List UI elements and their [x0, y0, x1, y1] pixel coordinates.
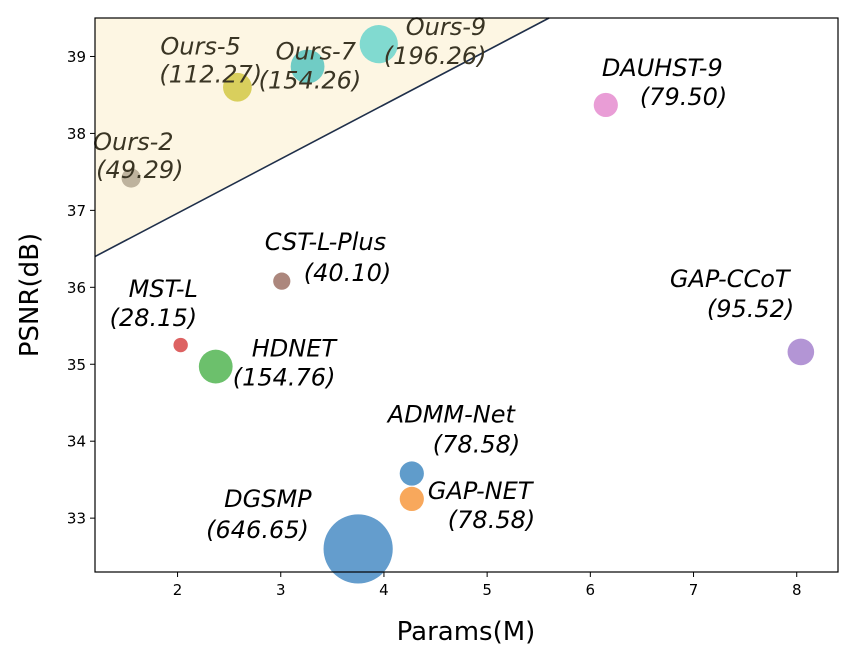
frontier-line: [94, 17, 550, 258]
y-tick-label: 39: [67, 48, 86, 66]
point-gflops-label: (95.52): [707, 295, 794, 323]
x-axis-title: Params(M): [397, 617, 536, 647]
point-gflops-label: (154.76): [233, 364, 336, 392]
point-name-label: Ours-5: [160, 32, 240, 60]
point-name-label: Ours-7: [276, 37, 357, 65]
plot-frame: [94, 17, 839, 573]
point-cst-l-plus: [273, 272, 291, 290]
point-gap-ccot: [787, 338, 815, 366]
point-dauhst-9: [593, 92, 618, 118]
point-name-label: DAUHST-9: [602, 54, 723, 82]
point-name-label: MST-L: [129, 275, 198, 303]
point-labels-layer: Ours-2(49.29) Ours-5(112.27) Ours-7(154.26…: [93, 13, 794, 544]
point-gflops-label: (78.58): [448, 506, 535, 534]
point-gflops-label: (49.29): [96, 156, 183, 184]
point-ours-2: [121, 168, 141, 188]
point-gflops-label: (79.50): [640, 83, 727, 111]
point-gflops-label: (28.15): [110, 304, 197, 332]
x-tick-label: 6: [586, 581, 596, 599]
point-name-label: GAP-CCoT: [670, 265, 792, 293]
point-gflops-label: (78.58): [433, 431, 520, 459]
point-name-label: HDNET: [252, 335, 339, 363]
point-mst-l: [173, 337, 188, 353]
point-gflops-label: (40.10): [304, 259, 391, 287]
point-gflops-label: (154.26): [259, 66, 362, 94]
point-ours-9: [359, 25, 398, 64]
y-axis-title: PSNR(dB): [15, 233, 45, 357]
point-dgsmp: [323, 514, 393, 584]
y-tick-label: 37: [67, 202, 86, 220]
point-name-label: ADMM-Net: [386, 401, 517, 429]
x-tick-label: 5: [482, 581, 492, 599]
x-tick-label: 3: [276, 581, 286, 599]
point-admm-net: [399, 461, 424, 486]
point-gflops-label: (196.26): [384, 42, 487, 70]
point-hdnet: [198, 349, 233, 384]
point-name-label: Ours-2: [93, 128, 173, 156]
x-tick-label: 8: [792, 581, 802, 599]
y-tick-label: 34: [67, 433, 86, 451]
y-tick-label: 33: [67, 510, 86, 528]
y-tick-label: 38: [67, 125, 86, 143]
point-ours-5: [223, 72, 252, 102]
point-name-label: Ours-9: [406, 13, 486, 41]
y-tick-label: 36: [67, 279, 86, 297]
x-tick-label: 4: [379, 581, 389, 599]
points-layer: [121, 25, 815, 584]
point-name-label: GAP-NET: [428, 477, 535, 505]
point-ours-7: [290, 49, 325, 84]
y-tick-label: 35: [67, 356, 86, 374]
x-tick-label: 2: [173, 581, 183, 599]
point-name-label: DGSMP: [224, 485, 312, 513]
x-tick-label: 7: [689, 581, 699, 599]
point-gap-net: [399, 486, 424, 512]
point-gflops-label: (646.65): [206, 516, 309, 544]
point-name-label: CST-L-Plus: [265, 228, 386, 256]
point-gflops-label: (112.27): [159, 60, 262, 88]
shaded-region-layer: [94, 17, 550, 258]
